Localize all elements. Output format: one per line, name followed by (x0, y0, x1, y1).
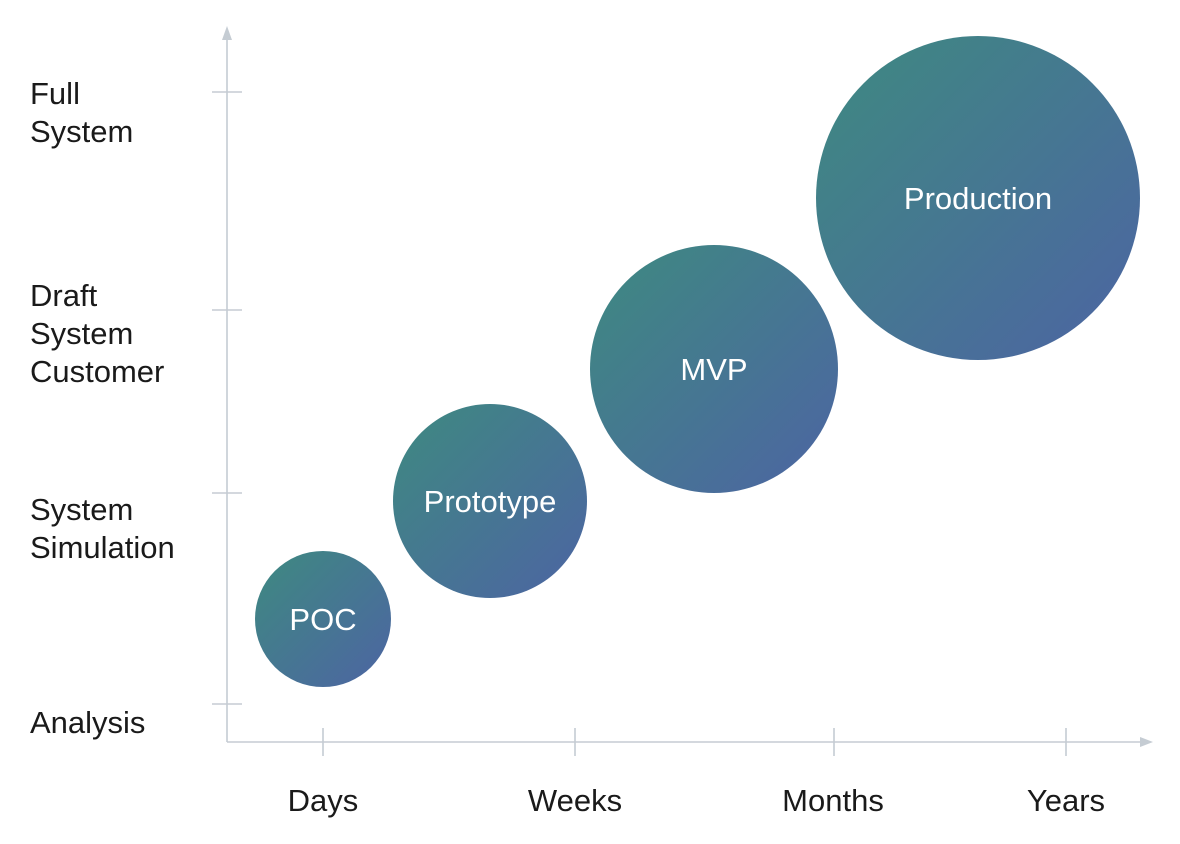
y-label-line: System (30, 492, 133, 527)
x-axis-labels: Days Weeks Months Years (288, 783, 1105, 818)
x-axis-arrow (1140, 737, 1153, 747)
y-axis-arrow (222, 26, 232, 40)
y-label-line: Draft (30, 278, 98, 313)
bubbles: POC Prototype MVP Production (255, 36, 1140, 687)
x-label-months: Months (782, 783, 884, 818)
y-label-full-system: Full System (30, 76, 133, 149)
y-label-draft-system-customer: Draft System Customer (30, 278, 164, 389)
y-label-system-simulation: System Simulation (30, 492, 175, 565)
y-axis-labels: Full System Draft System Customer System… (30, 76, 175, 740)
y-label-line: System (30, 114, 133, 149)
bubble-production-label: Production (904, 181, 1052, 216)
bubble-mvp: MVP (590, 245, 838, 493)
bubble-poc-circle (255, 551, 391, 687)
bubble-prototype-label: Prototype (424, 484, 557, 519)
bubble-prototype-circle (393, 404, 587, 598)
bubble-poc-label: POC (289, 602, 356, 637)
bubble-mvp-circle (590, 245, 838, 493)
y-label-line: Customer (30, 354, 164, 389)
x-label-weeks: Weeks (528, 783, 622, 818)
y-label-analysis: Analysis (30, 705, 145, 740)
bubble-mvp-label: MVP (680, 352, 747, 387)
x-label-years: Years (1027, 783, 1105, 818)
y-label-line: Full (30, 76, 80, 111)
bubble-production: Production (816, 36, 1140, 360)
x-axis (227, 728, 1153, 756)
y-axis (212, 26, 242, 742)
x-label-days: Days (288, 783, 359, 818)
bubble-production-circle (816, 36, 1140, 360)
y-label-line: Simulation (30, 530, 175, 565)
bubble-prototype: Prototype (393, 404, 587, 598)
y-label-line: Analysis (30, 705, 145, 740)
bubble-poc: POC (255, 551, 391, 687)
y-label-line: System (30, 316, 133, 351)
